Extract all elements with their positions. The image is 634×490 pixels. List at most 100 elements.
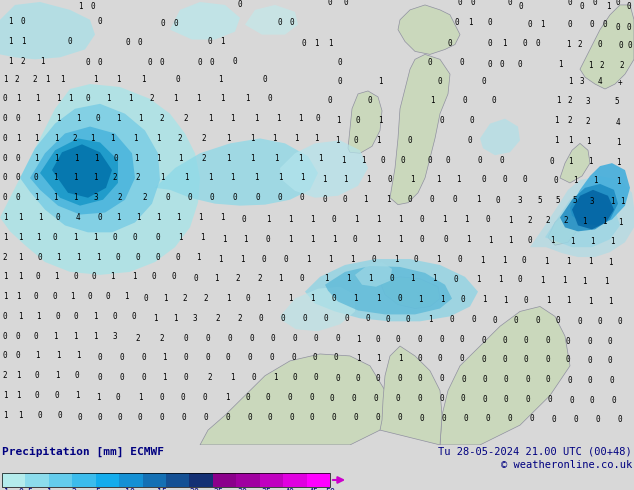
Text: 1: 1 [75,114,81,123]
Text: 0: 0 [596,415,600,424]
Text: 1: 1 [378,76,382,86]
Text: 1: 1 [16,134,20,143]
Text: 2: 2 [578,40,582,49]
Text: 0: 0 [115,393,120,402]
Text: 1: 1 [172,314,178,323]
Text: 1: 1 [573,176,578,185]
Text: 0: 0 [290,413,294,422]
Text: 0: 0 [354,413,358,422]
Text: 2: 2 [72,488,77,490]
Text: 0: 0 [519,2,523,11]
Text: 0: 0 [470,116,474,125]
Text: 35: 35 [261,488,271,490]
Text: 0: 0 [503,336,507,344]
Text: 2: 2 [208,373,212,382]
Text: 0: 0 [372,254,377,264]
Text: 0: 0 [353,235,358,244]
Text: 1: 1 [607,297,612,306]
Text: 0: 0 [3,134,8,143]
Text: 0: 0 [141,373,146,382]
Bar [283,473,307,487]
Text: 0: 0 [252,373,256,382]
Text: 1: 1 [138,114,142,123]
Text: 1: 1 [54,154,58,163]
Text: 0: 0 [176,252,180,262]
Text: 1: 1 [288,294,292,303]
Text: 0: 0 [309,393,314,402]
Text: 0: 0 [278,18,282,27]
Text: 2: 2 [586,117,590,126]
Text: 2: 2 [113,173,117,182]
Text: 1: 1 [18,272,22,281]
Bar [25,473,49,487]
Text: 0: 0 [518,60,522,69]
Text: 0: 0 [176,74,180,84]
Polygon shape [380,277,440,309]
Text: 1: 1 [127,95,133,103]
Text: 1: 1 [73,332,77,341]
Text: 1: 1 [8,57,12,66]
Text: 0: 0 [210,58,214,67]
Text: 1: 1 [398,215,403,224]
Text: 2: 2 [136,173,140,182]
Text: 1: 1 [18,252,22,262]
Text: 10: 10 [125,488,135,490]
Text: 0: 0 [463,97,467,105]
Text: 0: 0 [184,353,188,363]
Text: 0: 0 [316,114,320,123]
Text: 1: 1 [245,95,249,103]
Polygon shape [355,262,392,287]
Text: 0: 0 [268,95,273,103]
Text: 3: 3 [113,332,117,341]
Text: 0: 0 [248,413,252,422]
Text: 1: 1 [363,195,367,204]
Polygon shape [580,5,634,89]
Text: 0: 0 [396,335,400,343]
Bar [49,473,72,487]
Text: 15: 15 [157,488,167,490]
Text: 0: 0 [626,23,631,32]
Text: 0: 0 [373,394,378,403]
Text: 0: 0 [488,39,493,48]
Text: 0: 0 [492,97,496,105]
Text: 1: 1 [567,136,573,145]
Text: 1: 1 [36,114,41,123]
Text: 0: 0 [553,176,559,185]
Text: 0: 0 [444,235,448,244]
Text: 0: 0 [598,317,602,326]
Bar [307,473,330,487]
Text: 0: 0 [152,272,157,281]
Text: 1: 1 [463,215,469,224]
Text: 1: 1 [18,233,22,242]
Text: 3: 3 [518,196,522,205]
Text: 0: 0 [619,41,623,50]
Text: 0: 0 [588,356,592,366]
Text: 1: 1 [368,274,372,283]
Text: 1: 1 [540,276,545,285]
Text: 0: 0 [115,252,120,262]
Text: 0: 0 [233,193,237,202]
Bar [72,473,96,487]
Text: 0: 0 [56,213,60,222]
Polygon shape [348,91,382,153]
Text: 0: 0 [522,175,527,184]
Text: 0: 0 [524,355,528,365]
Bar [213,473,236,487]
Text: 0: 0 [508,0,512,7]
Text: 0: 0 [156,233,160,242]
Text: 1: 1 [250,134,254,143]
Text: 1: 1 [309,235,314,244]
Text: 1: 1 [93,312,97,321]
Bar [236,473,260,487]
Text: 1: 1 [36,233,41,242]
Text: 1: 1 [196,252,200,262]
Polygon shape [305,259,478,321]
Text: 0: 0 [56,312,60,321]
Text: 1: 1 [480,255,484,265]
Text: 1: 1 [156,213,160,222]
Text: 1: 1 [343,175,347,184]
Text: 1: 1 [37,213,42,222]
Text: 0: 0 [271,334,275,343]
Text: 0: 0 [338,76,342,86]
Text: 0: 0 [174,19,178,28]
